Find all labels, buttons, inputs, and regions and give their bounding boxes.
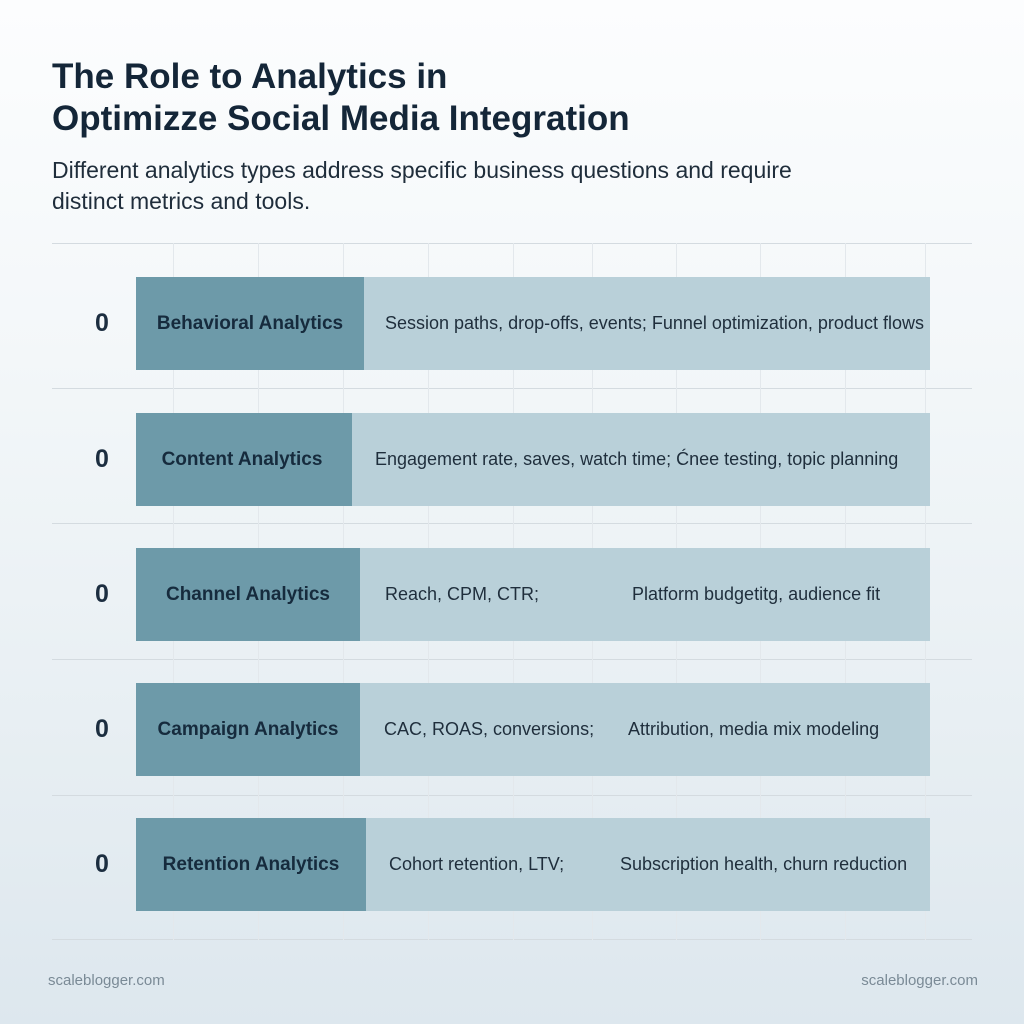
title-line-1: The Role to Analytics in — [52, 57, 448, 96]
watermark-left: scaleblogger.com — [48, 972, 165, 989]
row-number: 0 — [95, 850, 109, 878]
row-use-case: Subscription health, churn reduction — [620, 854, 908, 874]
row-label: Retention Analytics — [136, 818, 366, 911]
row-number: 0 — [95, 580, 109, 608]
grid-line — [52, 243, 972, 244]
row-metrics: Reach, CPM, CTR; — [385, 584, 540, 604]
row-metrics: Engagement rate, saves, watch time; Ćnee… — [375, 449, 899, 469]
grid-line — [52, 659, 972, 660]
grid-line — [52, 388, 972, 389]
subtitle-line-2: distinct metrics and tools. — [52, 188, 311, 214]
analytics-row-content: 0 Content Analytics Engagement rate, sav… — [0, 413, 1024, 506]
analytics-row-campaign: 0 Campaign Analytics CAC, ROAS, conversi… — [0, 683, 1024, 776]
analytics-row-retention: 0 Retention Analytics Cohort retention, … — [0, 818, 1024, 911]
row-number: 0 — [95, 309, 109, 337]
grid-line — [52, 523, 972, 524]
row-label: Campaign Analytics — [136, 683, 360, 776]
page-title: The Role to Analytics in Optimizze Socia… — [52, 56, 952, 140]
row-use-case: Attribution, media mix modeling — [628, 719, 880, 739]
subtitle-line-1: Different analytics types address specif… — [52, 157, 792, 183]
row-metrics: Cohort retention, LTV; — [389, 854, 565, 874]
watermark-right: scaleblogger.com — [861, 972, 978, 989]
analytics-row-behavioral: 0 Behavioral Analytics Session paths, dr… — [0, 277, 1024, 370]
analytics-row-channel: 0 Channel Analytics Reach, CPM, CTR; Pla… — [0, 548, 1024, 641]
row-number: 0 — [95, 445, 109, 473]
title-line-2: Optimizze Social Media Integration — [52, 99, 630, 138]
row-label: Behavioral Analytics — [136, 277, 364, 370]
row-number: 0 — [95, 715, 109, 743]
row-label: Channel Analytics — [136, 548, 360, 641]
grid-line — [52, 795, 972, 796]
row-use-case: Platform budgetitg, audience fit — [632, 584, 881, 604]
page-subtitle: Different analytics types address specif… — [52, 155, 952, 217]
row-metrics: CAC, ROAS, conversions; — [384, 719, 595, 739]
grid-line — [52, 939, 972, 940]
row-label: Content Analytics — [136, 413, 352, 506]
row-metrics: Session paths, drop-offs, events; Funnel… — [385, 313, 924, 333]
